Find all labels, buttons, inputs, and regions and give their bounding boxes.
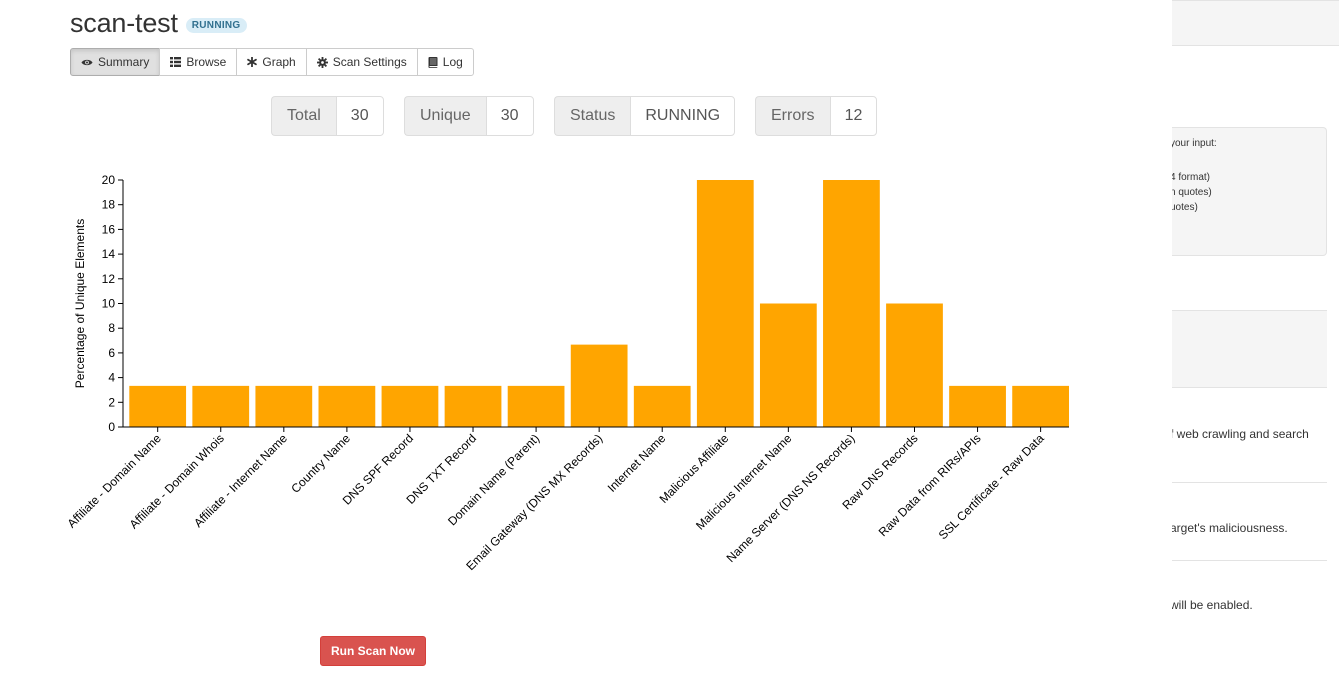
side-panel: your input: 4 format) n quotes) uotes) f… [1172, 0, 1339, 697]
bar [949, 385, 1006, 427]
y-tick-label: 20 [102, 173, 116, 187]
x-tick-label: Email Gateway (DNS MX Records) [463, 431, 605, 573]
stat-total-value: 30 [335, 96, 384, 136]
stat-unique-label: Unique [404, 96, 486, 136]
y-tick-label: 16 [102, 222, 116, 236]
tab-summary-label: Summary [98, 55, 150, 69]
tab-scan-settings-label: Scan Settings [332, 55, 407, 69]
x-tick-label: SSL Certificate - Raw Data [936, 431, 1047, 542]
y-tick-label: 4 [108, 371, 115, 385]
side-help-box [1172, 127, 1327, 256]
bar [507, 385, 565, 427]
bar [823, 180, 880, 427]
x-tick-label: Raw Data from RIRs/APIs [876, 431, 984, 539]
y-tick-label: 2 [108, 395, 115, 409]
stat-total-label: Total [271, 96, 336, 136]
side-section-band [1172, 310, 1327, 388]
tab-scan-settings[interactable]: Scan Settings [305, 48, 418, 76]
tab-summary[interactable]: Summary [70, 48, 161, 76]
bar [570, 344, 628, 427]
run-scan-now-button[interactable]: Run Scan Now [320, 636, 426, 666]
y-tick-label: 0 [108, 420, 115, 434]
eye-icon [81, 58, 93, 67]
scan-header: scan-test RUNNING [70, 8, 247, 39]
gear-icon [316, 56, 328, 68]
side-text-7: will be enabled. [1172, 598, 1253, 612]
stat-errors: Errors 12 [755, 96, 878, 136]
scan-title: scan-test [70, 8, 178, 38]
x-tick-label: Country Name [288, 431, 353, 496]
tab-log-label: Log [442, 55, 463, 69]
stat-unique: Unique 30 [404, 96, 534, 136]
y-tick-label: 6 [108, 346, 115, 360]
asterisk-icon [247, 57, 258, 67]
side-text-5: f web crawling and search [1172, 427, 1309, 441]
stat-status-value: RUNNING [630, 96, 736, 136]
side-divider-2 [1172, 560, 1327, 561]
status-badge: RUNNING [185, 18, 247, 33]
tab-browse[interactable]: Browse [159, 48, 238, 76]
bar [381, 385, 439, 427]
stat-status-label: Status [554, 96, 631, 136]
y-tick-label: 18 [102, 198, 116, 212]
x-tick-label: Name Server (DNS NS Records) [724, 431, 858, 565]
tab-browse-label: Browse [186, 55, 227, 69]
stat-unique-value: 30 [485, 96, 534, 136]
side-header-band [1172, 0, 1339, 46]
bar [318, 385, 376, 427]
side-text-3: n quotes) [1172, 187, 1212, 198]
side-text-2: 4 format) [1172, 172, 1211, 183]
stat-total: Total 30 [271, 96, 384, 136]
book-icon [428, 56, 438, 68]
stat-status: Status RUNNING [554, 96, 736, 136]
bar [886, 303, 943, 427]
bar [255, 385, 313, 427]
stat-errors-label: Errors [755, 96, 830, 136]
x-tick-label: Internet Name [605, 431, 669, 495]
bar [444, 385, 502, 427]
side-text-1: your input: [1172, 138, 1217, 149]
stat-errors-value: 12 [829, 96, 878, 136]
bar [192, 385, 250, 427]
side-text-4: uotes) [1172, 202, 1198, 213]
tab-graph[interactable]: Graph [236, 48, 307, 76]
side-divider-1 [1172, 482, 1327, 483]
tab-log[interactable]: Log [416, 48, 474, 76]
y-tick-label: 14 [102, 247, 116, 261]
scan-tabs: Summary Browse Graph Scan Settings Log [70, 48, 474, 76]
bar [129, 385, 187, 427]
tab-graph-label: Graph [262, 55, 296, 69]
y-axis-title: Percentage of Unique Elements [73, 219, 87, 388]
bar [1012, 385, 1069, 427]
bar [696, 180, 754, 427]
list-icon [170, 57, 182, 67]
y-tick-label: 10 [102, 297, 116, 311]
y-tick-label: 8 [108, 321, 115, 335]
bar [633, 385, 691, 427]
side-text-6: arget's maliciousness. [1172, 521, 1288, 535]
bar [759, 303, 817, 427]
y-tick-label: 12 [102, 272, 116, 286]
